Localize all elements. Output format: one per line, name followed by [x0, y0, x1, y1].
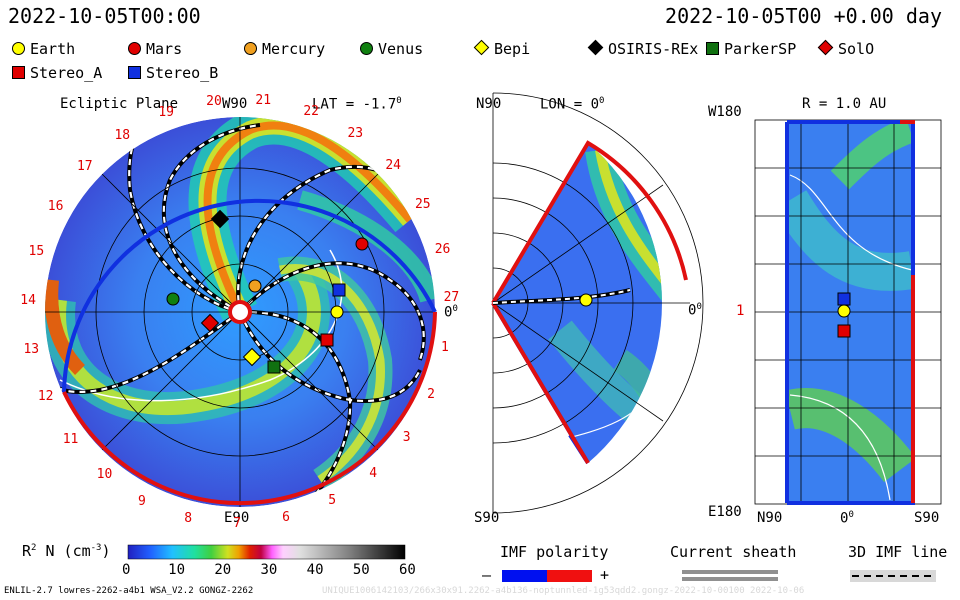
legend-mercury-symbol — [244, 42, 257, 55]
colorbar-label: R2 N (cm-3) — [22, 542, 111, 560]
ecliptic-right-label: 00 — [444, 304, 458, 321]
ecliptic-title: Ecliptic Plane — [60, 96, 179, 112]
osiris-rex-marker[interactable] — [210, 209, 230, 229]
ecliptic-top-label: W90 — [222, 96, 248, 112]
imf-minus: – — [482, 566, 492, 584]
ecliptic-tick-label: 27 — [443, 290, 460, 306]
ecliptic-tick-label: 24 — [385, 157, 401, 173]
earth-marker-radial[interactable] — [837, 304, 851, 318]
imf-negative-swatch — [502, 570, 547, 582]
ecliptic-tick-label: 26 — [434, 242, 451, 258]
ecliptic-tick-label: 25 — [414, 196, 431, 212]
legend-stereo-b-label: Stereo_B — [146, 64, 219, 82]
datetime-right: 2022-10-05T00 +0.00 day — [665, 4, 942, 28]
meridional-bottom-label: S90 — [474, 510, 500, 526]
datetime-left: 2022-10-05T00:00 — [8, 4, 201, 28]
imf-plus: + — [600, 566, 610, 584]
colorbar-tick-label: 0 — [122, 562, 131, 578]
ecliptic-tick-label: 6 — [282, 509, 290, 525]
colorbar-tick-label: 50 — [352, 562, 370, 578]
legend-stereo-a-symbol — [12, 66, 25, 79]
stereo-a-marker-radial[interactable] — [837, 324, 851, 338]
ecliptic-tick-label: 20 — [206, 93, 222, 109]
ecliptic-tick-label: 10 — [96, 467, 113, 483]
mercury-marker[interactable] — [248, 279, 262, 293]
legend-stereo-a-label: Stereo_A — [30, 64, 103, 82]
parker-marker[interactable] — [267, 360, 281, 374]
imf-polarity-title: IMF polarity — [500, 543, 609, 561]
legend-mars-label: Mars — [146, 40, 183, 58]
current-sheath-line2 — [682, 577, 778, 581]
radial-bottom-left: E180 — [708, 504, 742, 520]
ecliptic-tick-label: 7 — [233, 515, 242, 531]
ecliptic-tick-label: 2 — [427, 386, 435, 402]
stereo-a-marker[interactable] — [320, 333, 334, 347]
ecliptic-tick-label: 5 — [328, 492, 337, 508]
radial-title: R = 1.0 AU — [802, 96, 887, 112]
legend-stereo-b-symbol — [128, 66, 141, 79]
radial-mid-left: 1 — [736, 303, 745, 319]
meridional-top-label: N90 — [476, 96, 502, 112]
legend-parker-label: ParkerSP — [724, 40, 797, 58]
earth-marker[interactable] — [330, 305, 344, 319]
footer-right: UNIQUE1006142103/266x30x91.2262-a4b136-n… — [322, 586, 805, 596]
venus-marker[interactable] — [166, 292, 180, 306]
ecliptic-tick-label: 16 — [47, 199, 64, 215]
colorbar-tick-label: 40 — [306, 562, 324, 578]
radial-x-left: N90 — [757, 510, 783, 526]
ecliptic-tick-label: 4 — [369, 465, 378, 481]
ecliptic-tick-label: 17 — [76, 159, 93, 175]
radial-x-mid: 00 — [840, 510, 854, 527]
ecliptic-tick-label: 12 — [37, 389, 54, 405]
ecliptic-tick-label: 23 — [347, 126, 364, 142]
sun-marker — [228, 300, 252, 324]
mars-marker[interactable] — [355, 237, 369, 251]
ecliptic-tick-label: 3 — [402, 429, 411, 445]
legend-mars-symbol — [128, 42, 141, 55]
meridional-right-label: 00 — [688, 302, 702, 319]
legend-solo-label: SolO — [838, 40, 875, 58]
legend-venus-symbol — [360, 42, 373, 55]
legend-earth-symbol — [12, 42, 25, 55]
radial-top-left: W180 — [708, 104, 742, 120]
solo-marker[interactable] — [200, 313, 220, 333]
bepi-marker[interactable] — [242, 347, 262, 367]
footer-left: ENLIL-2.7 lowres-2262-a4b1 WSA_V2.2 GONG… — [4, 586, 254, 596]
ecliptic-tick-label: 13 — [23, 342, 40, 358]
ecliptic-tick-label: 1 — [440, 339, 449, 355]
ecliptic-tick-label: 8 — [184, 510, 193, 526]
radial-x-right: S90 — [914, 510, 940, 526]
stereo-b-marker[interactable] — [332, 283, 346, 297]
ecliptic-lat: LAT = -1.70 — [312, 96, 402, 113]
ecliptic-tick-label: 15 — [28, 244, 45, 260]
legend-osiris-rex-label: OSIRIS-REx — [608, 40, 699, 58]
colorbar-tick-label: 10 — [168, 562, 186, 578]
imf-line-title: 3D IMF line — [848, 543, 948, 561]
legend-parker-symbol — [706, 42, 719, 55]
meridional-title: LON = 00 — [540, 96, 605, 113]
legend-venus-label: Venus — [378, 40, 424, 58]
legend-bepi-label: Bepi — [494, 40, 531, 58]
legend-mercury-label: Mercury — [262, 40, 326, 58]
legend-earth-label: Earth — [30, 40, 76, 58]
current-sheath-title: Current sheath — [670, 543, 797, 561]
stereo-b-marker-radial[interactable] — [837, 292, 851, 306]
ecliptic-tick-label: 9 — [137, 494, 146, 509]
colorbar-tick-label: 30 — [260, 562, 278, 578]
imf-positive-swatch — [547, 570, 592, 582]
ecliptic-tick-label: 11 — [62, 431, 79, 447]
ecliptic-tick-label: 22 — [303, 104, 319, 120]
colorbar — [127, 544, 406, 560]
earth-marker-meridional[interactable] — [579, 293, 593, 307]
colorbar-tick-label: 20 — [214, 562, 232, 578]
ecliptic-bottom-label: E90 — [224, 510, 250, 526]
ecliptic-tick-label: 19 — [158, 105, 174, 121]
ecliptic-tick-label: 14 — [20, 292, 36, 308]
colorbar-tick-label: 60 — [399, 562, 416, 578]
ecliptic-tick-label: 18 — [114, 127, 131, 143]
current-sheath-line1 — [682, 570, 778, 574]
ecliptic-tick-label: 21 — [255, 93, 272, 109]
